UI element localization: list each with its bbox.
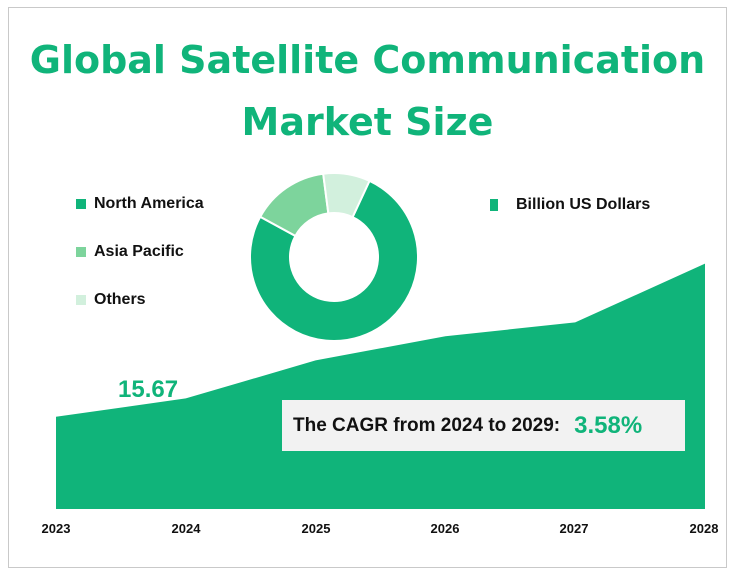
legend-label-north-america: North America	[94, 195, 204, 212]
chart-title-line1: Global Satellite Communication	[29, 38, 706, 82]
cagr-value: 3.58%	[574, 411, 643, 439]
legend-item-others: Others	[76, 291, 146, 309]
legend-item-asia-pacific: Asia Pacific	[76, 243, 184, 261]
cagr-box: The CAGR from 2024 to 2029: 3.58%	[282, 400, 685, 451]
legend-swatch-others	[76, 295, 86, 305]
legend-label-billion-usd: Billion US Dollars	[516, 196, 651, 213]
x-tick-2024: 2024	[171, 521, 201, 536]
legend-swatch-north-america	[76, 199, 86, 209]
legend-swatch-billion-usd	[490, 199, 498, 211]
donut-slice-north-america	[249, 179, 419, 342]
x-tick-2023: 2023	[41, 521, 71, 536]
cagr-label: The CAGR from 2024 to 2029:	[293, 414, 561, 436]
x-tick-2025: 2025	[301, 521, 331, 536]
legend-swatch-asia-pacific	[76, 247, 86, 257]
x-tick-2027: 2027	[559, 521, 589, 536]
chart-title-line2: Market Size	[241, 100, 494, 144]
donut-chart	[249, 172, 419, 342]
donut-slice-others	[322, 172, 371, 219]
data-label-2023: 15.67	[118, 376, 179, 403]
x-tick-2026: 2026	[430, 521, 460, 536]
legend-item-north-america: North America	[76, 195, 204, 213]
legend-item-billion-usd: Billion US Dollars	[490, 196, 650, 214]
legend-label-others: Others	[94, 291, 146, 308]
x-tick-2028: 2028	[689, 521, 719, 536]
legend-label-asia-pacific: Asia Pacific	[94, 243, 184, 260]
